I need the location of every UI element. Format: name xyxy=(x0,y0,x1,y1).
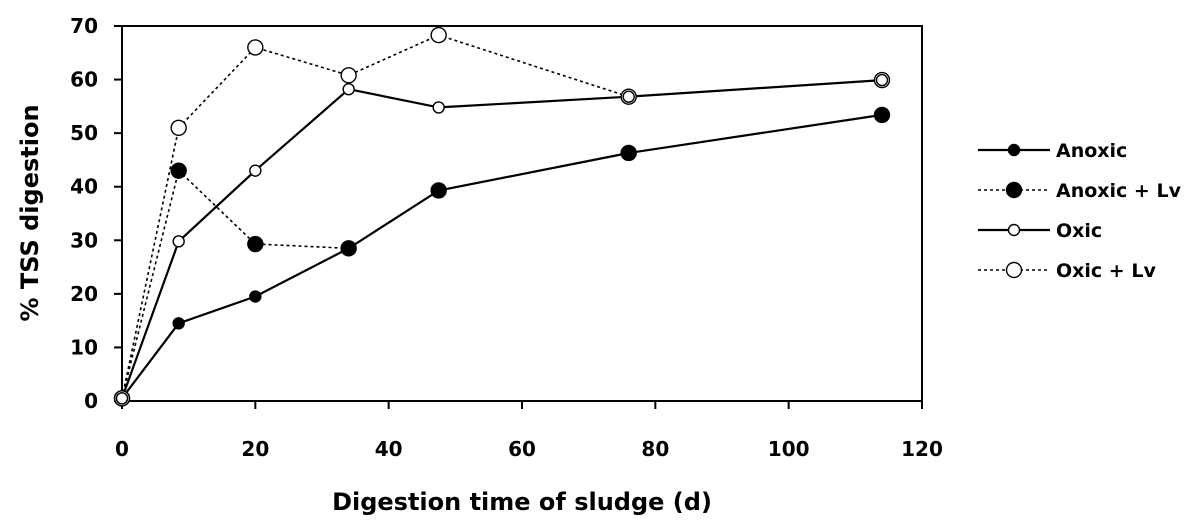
legend-marker-anoxic-lv xyxy=(1007,183,1022,198)
y-axis-title: % TSS digestion xyxy=(16,104,44,321)
data-point-anoxic-lv xyxy=(171,163,186,178)
legend-label-anoxic-lv: Anoxic + Lv xyxy=(1056,180,1182,202)
data-point-oxic xyxy=(173,236,184,247)
data-point-oxic-lv xyxy=(341,68,356,83)
y-tick-label: 10 xyxy=(70,335,98,359)
data-point-oxic xyxy=(877,75,888,86)
y-tick-label: 50 xyxy=(70,121,98,145)
data-point-oxic xyxy=(623,91,634,102)
data-point-oxic xyxy=(343,84,354,95)
x-tick-label: 100 xyxy=(768,437,810,461)
data-point-anoxic xyxy=(623,147,634,158)
y-tick-label: 70 xyxy=(70,14,98,38)
plot-area xyxy=(122,26,922,401)
x-tick-label: 0 xyxy=(115,437,129,461)
data-point-anoxic xyxy=(343,243,354,254)
data-point-anoxic xyxy=(877,109,888,120)
legend-label-oxic: Oxic xyxy=(1056,220,1102,242)
y-tick-label: 20 xyxy=(70,282,98,306)
x-tick-label: 80 xyxy=(641,437,669,461)
data-point-oxic xyxy=(433,102,444,113)
data-point-oxic-lv xyxy=(248,40,263,55)
data-point-oxic xyxy=(250,165,261,176)
x-tick-label: 40 xyxy=(375,437,403,461)
data-point-anoxic-lv xyxy=(248,237,263,252)
legend-marker-anoxic xyxy=(1009,145,1020,156)
y-tick-label: 60 xyxy=(70,68,98,92)
x-tick-label: 60 xyxy=(508,437,536,461)
data-point-oxic-lv xyxy=(171,120,186,135)
y-tick-label: 0 xyxy=(84,389,98,413)
y-tick-label: 30 xyxy=(70,228,98,252)
data-point-anoxic xyxy=(173,318,184,329)
legend-marker-oxic xyxy=(1009,225,1020,236)
data-point-oxic xyxy=(117,393,128,404)
data-point-oxic-lv xyxy=(431,28,446,43)
y-tick-label: 40 xyxy=(70,175,98,199)
x-axis-title: Digestion time of sludge (d) xyxy=(332,488,712,516)
legend-label-anoxic: Anoxic xyxy=(1056,140,1127,162)
legend-label-oxic-lv: Oxic + Lv xyxy=(1056,260,1156,282)
x-tick-label: 20 xyxy=(241,437,269,461)
data-point-anoxic xyxy=(250,291,261,302)
data-point-anoxic xyxy=(433,185,444,196)
x-tick-label: 120 xyxy=(901,437,943,461)
legend-marker-oxic-lv xyxy=(1007,263,1022,278)
